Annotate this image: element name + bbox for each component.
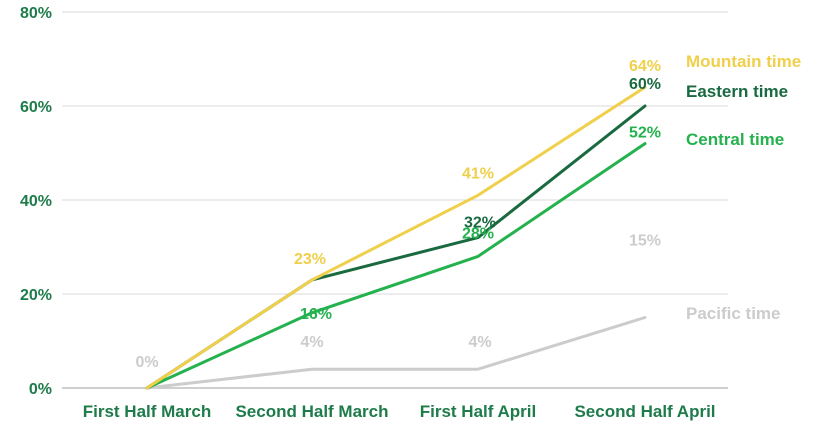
data-label-central-time: 16% — [300, 306, 332, 323]
legend-entry-central-time: Central time — [686, 130, 784, 149]
legend-entry-pacific-time: Pacific time — [686, 304, 781, 323]
series-line-mountain-time — [145, 85, 647, 390]
data-label-mountain-time: 23% — [294, 251, 326, 268]
series-lines — [145, 85, 647, 390]
data-label-pacific-time: 4% — [468, 334, 491, 351]
data-label-central-time: 52% — [629, 125, 661, 142]
legend-entry-eastern-time: Eastern time — [686, 82, 788, 101]
data-label-pacific-time: 0% — [135, 354, 158, 371]
y-axis: 0% 20% 40% 60% 80% — [20, 5, 52, 398]
data-label-pacific-time: 4% — [300, 334, 323, 351]
x-axis: First Half March Second Half March First H… — [62, 387, 728, 421]
x-tick-label: First Half April — [420, 402, 537, 421]
y-tick-label: 20% — [20, 287, 52, 304]
data-label-eastern-time: 32% — [464, 215, 496, 232]
x-tick-label: Second Half April — [574, 402, 715, 421]
series-line-central-time — [145, 142, 647, 390]
data-label-mountain-time: 41% — [462, 165, 494, 182]
data-labels: 23% 41% 64% 32% 60% 16% 28% 52% 0% 4% 4% 15% — [135, 58, 661, 371]
data-label-eastern-time: 60% — [629, 76, 661, 93]
y-tick-label: 80% — [20, 5, 52, 22]
x-tick-label: First Half March — [83, 402, 211, 421]
data-label-pacific-time: 15% — [629, 233, 661, 250]
legend-entry-mountain-time: Mountain time — [686, 52, 801, 71]
series-line-pacific-time — [145, 316, 647, 390]
legend: Mountain time Eastern time Central time Pac… — [686, 52, 801, 323]
y-tick-label: 0% — [29, 381, 52, 398]
data-label-mountain-time: 64% — [629, 58, 661, 75]
y-tick-label: 60% — [20, 99, 52, 116]
x-tick-label: Second Half March — [235, 402, 388, 421]
grid-lines — [62, 11, 728, 295]
series-line-eastern-time — [145, 104, 647, 390]
data-label-central-time: 28% — [462, 225, 494, 242]
y-tick-label: 40% — [20, 193, 52, 210]
